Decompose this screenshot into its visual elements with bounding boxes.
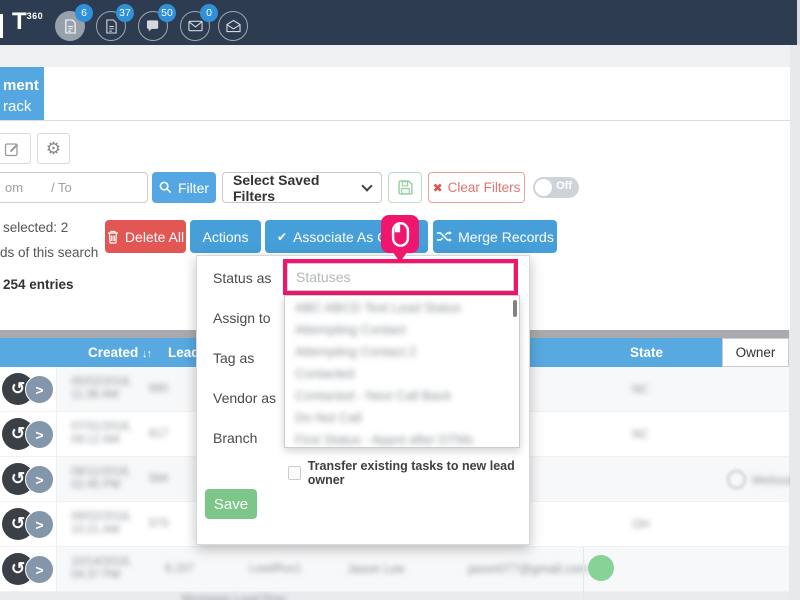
created-label: Created xyxy=(88,345,139,360)
nav-inbox-button[interactable] xyxy=(218,11,248,41)
status-option[interactable]: Contacted - Next Call Back xyxy=(295,388,452,403)
document-report-icon xyxy=(64,18,76,34)
open-record-icon[interactable]: > xyxy=(25,510,54,539)
saved-filters-label: Select Saved Filters xyxy=(233,171,320,204)
branch-label: Branch xyxy=(213,430,258,446)
nav-mail-button[interactable]: 0 xyxy=(180,4,218,41)
document-icon xyxy=(105,18,117,34)
search-scope-text: ds of this search xyxy=(0,245,99,260)
open-record-icon[interactable]: > xyxy=(25,555,54,584)
assign-to-label: Assign to xyxy=(213,310,271,326)
settings-button[interactable]: ⚙ xyxy=(37,133,70,164)
logo-fragment xyxy=(0,14,3,38)
owner-avatar-icon xyxy=(727,470,746,489)
open-record-icon[interactable]: > xyxy=(25,375,54,404)
notification-badge: 0 xyxy=(200,4,218,22)
check-icon: ✔ xyxy=(277,229,288,244)
notification-badge: 6 xyxy=(75,4,93,22)
filter-button[interactable]: Filter xyxy=(152,172,216,203)
transfer-tasks-row: Transfer existing tasks to new lead owne… xyxy=(288,459,529,487)
tag-as-label: Tag as xyxy=(213,350,255,366)
chevron-down-icon xyxy=(361,179,373,192)
list-scrollbar[interactable] xyxy=(513,300,517,317)
page-margin xyxy=(790,45,800,600)
associate-label: Associate As Co xyxy=(293,228,395,245)
toggle-label: Off xyxy=(556,180,572,192)
status-option[interactable]: Do Not Call xyxy=(295,410,362,425)
selected-count-text: selected: 2 xyxy=(3,220,69,235)
date-range-input[interactable]: om / To xyxy=(0,172,148,203)
notification-badge: 50 xyxy=(158,4,176,22)
save-filter-button[interactable] xyxy=(388,172,422,203)
status-option[interactable]: Attempting Contact xyxy=(295,322,406,337)
app-logo: T360 xyxy=(12,8,44,35)
status-option[interactable]: ABC ABCD Test Lead Status xyxy=(295,300,461,315)
edit-pencil-icon xyxy=(4,142,18,156)
toggle-knob xyxy=(535,179,552,196)
delete-all-label: Delete All xyxy=(124,228,185,245)
page-edge xyxy=(797,0,800,45)
nav-messages-button[interactable]: 50 xyxy=(138,4,176,41)
table-row[interactable]: Mortgage Lead Row xyxy=(0,592,789,600)
actions-dropdown-panel: Status as Assign to Tag as Vendor as Bra… xyxy=(196,255,530,545)
column-divider xyxy=(583,547,584,600)
tab-label-line1: ment xyxy=(3,77,39,94)
x-icon: ✖ xyxy=(432,180,443,195)
statuses-input[interactable] xyxy=(287,263,514,291)
tab-bar: ment rack xyxy=(0,67,790,121)
chat-icon xyxy=(146,20,158,32)
column-header-owner[interactable]: Owner xyxy=(722,338,789,367)
nav-documents-button[interactable]: 37 xyxy=(96,4,134,41)
transfer-tasks-checkbox[interactable] xyxy=(288,466,301,480)
entries-count-text: 254 entries xyxy=(3,277,74,292)
mouse-click-callout xyxy=(381,215,419,253)
column-header-created[interactable]: Created ↓↑ xyxy=(88,345,152,360)
merge-records-button[interactable]: Merge Records xyxy=(433,220,557,253)
delete-all-button[interactable]: Delete All xyxy=(105,220,186,253)
trash-icon xyxy=(107,230,118,244)
status-dot-icon xyxy=(588,555,614,581)
inbox-open-icon xyxy=(225,19,241,33)
open-record-icon[interactable]: > xyxy=(25,465,54,494)
clear-filters-label: Clear Filters xyxy=(447,180,521,195)
callout-tail xyxy=(392,251,408,262)
open-record-icon[interactable]: > xyxy=(25,420,54,449)
edit-button[interactable] xyxy=(0,133,31,164)
notification-badge: 37 xyxy=(116,4,134,22)
top-navbar: T360 6 37 50 0 xyxy=(0,0,797,45)
save-floppy-icon xyxy=(397,180,413,195)
transfer-tasks-label: Transfer existing tasks to new lead owne… xyxy=(307,459,515,487)
nav-reports-button[interactable]: 6 xyxy=(55,4,93,41)
date-to-fragment: / To xyxy=(51,180,72,195)
actions-button[interactable]: Actions xyxy=(190,220,261,253)
statuses-option-list: ABC ABCD Test Lead Status Attempting Con… xyxy=(284,295,520,448)
sort-icon[interactable]: ↓↑ xyxy=(142,348,152,360)
status-option[interactable]: Attempting Contact 2 xyxy=(295,344,417,359)
column-header-lead[interactable]: Lead xyxy=(168,345,200,360)
sub-nav-band xyxy=(0,45,790,67)
gear-icon: ⚙ xyxy=(45,138,62,158)
date-from-fragment: om xyxy=(5,180,24,195)
mouse-icon xyxy=(391,221,409,247)
saved-filters-select[interactable]: Select Saved Filters xyxy=(222,171,382,204)
tab-track[interactable]: ment rack xyxy=(0,67,44,120)
merge-records-label: Merge Records xyxy=(458,228,554,245)
tab-label-line2: rack xyxy=(3,98,32,115)
filter-label: Filter xyxy=(177,179,210,196)
mail-icon xyxy=(187,20,203,32)
clear-filters-button[interactable]: ✖ Clear Filters xyxy=(428,172,525,203)
search-icon xyxy=(159,181,172,194)
vendor-as-label: Vendor as xyxy=(213,390,277,406)
status-option[interactable]: First Status - Appnt after DTMs xyxy=(295,432,474,447)
shuffle-icon xyxy=(437,231,453,242)
status-as-label: Status as xyxy=(213,270,272,286)
off-toggle[interactable]: Off xyxy=(533,177,579,198)
save-button[interactable]: Save xyxy=(205,489,257,519)
table-row[interactable]: ↺ > 10/14/2018, 04:37 PM 8,157 LeadRus1 J… xyxy=(0,547,789,592)
statuses-input-highlight xyxy=(283,259,518,295)
actions-label: Actions xyxy=(202,228,249,245)
column-header-state[interactable]: State xyxy=(630,345,664,360)
status-option[interactable]: Contacted xyxy=(295,366,355,381)
